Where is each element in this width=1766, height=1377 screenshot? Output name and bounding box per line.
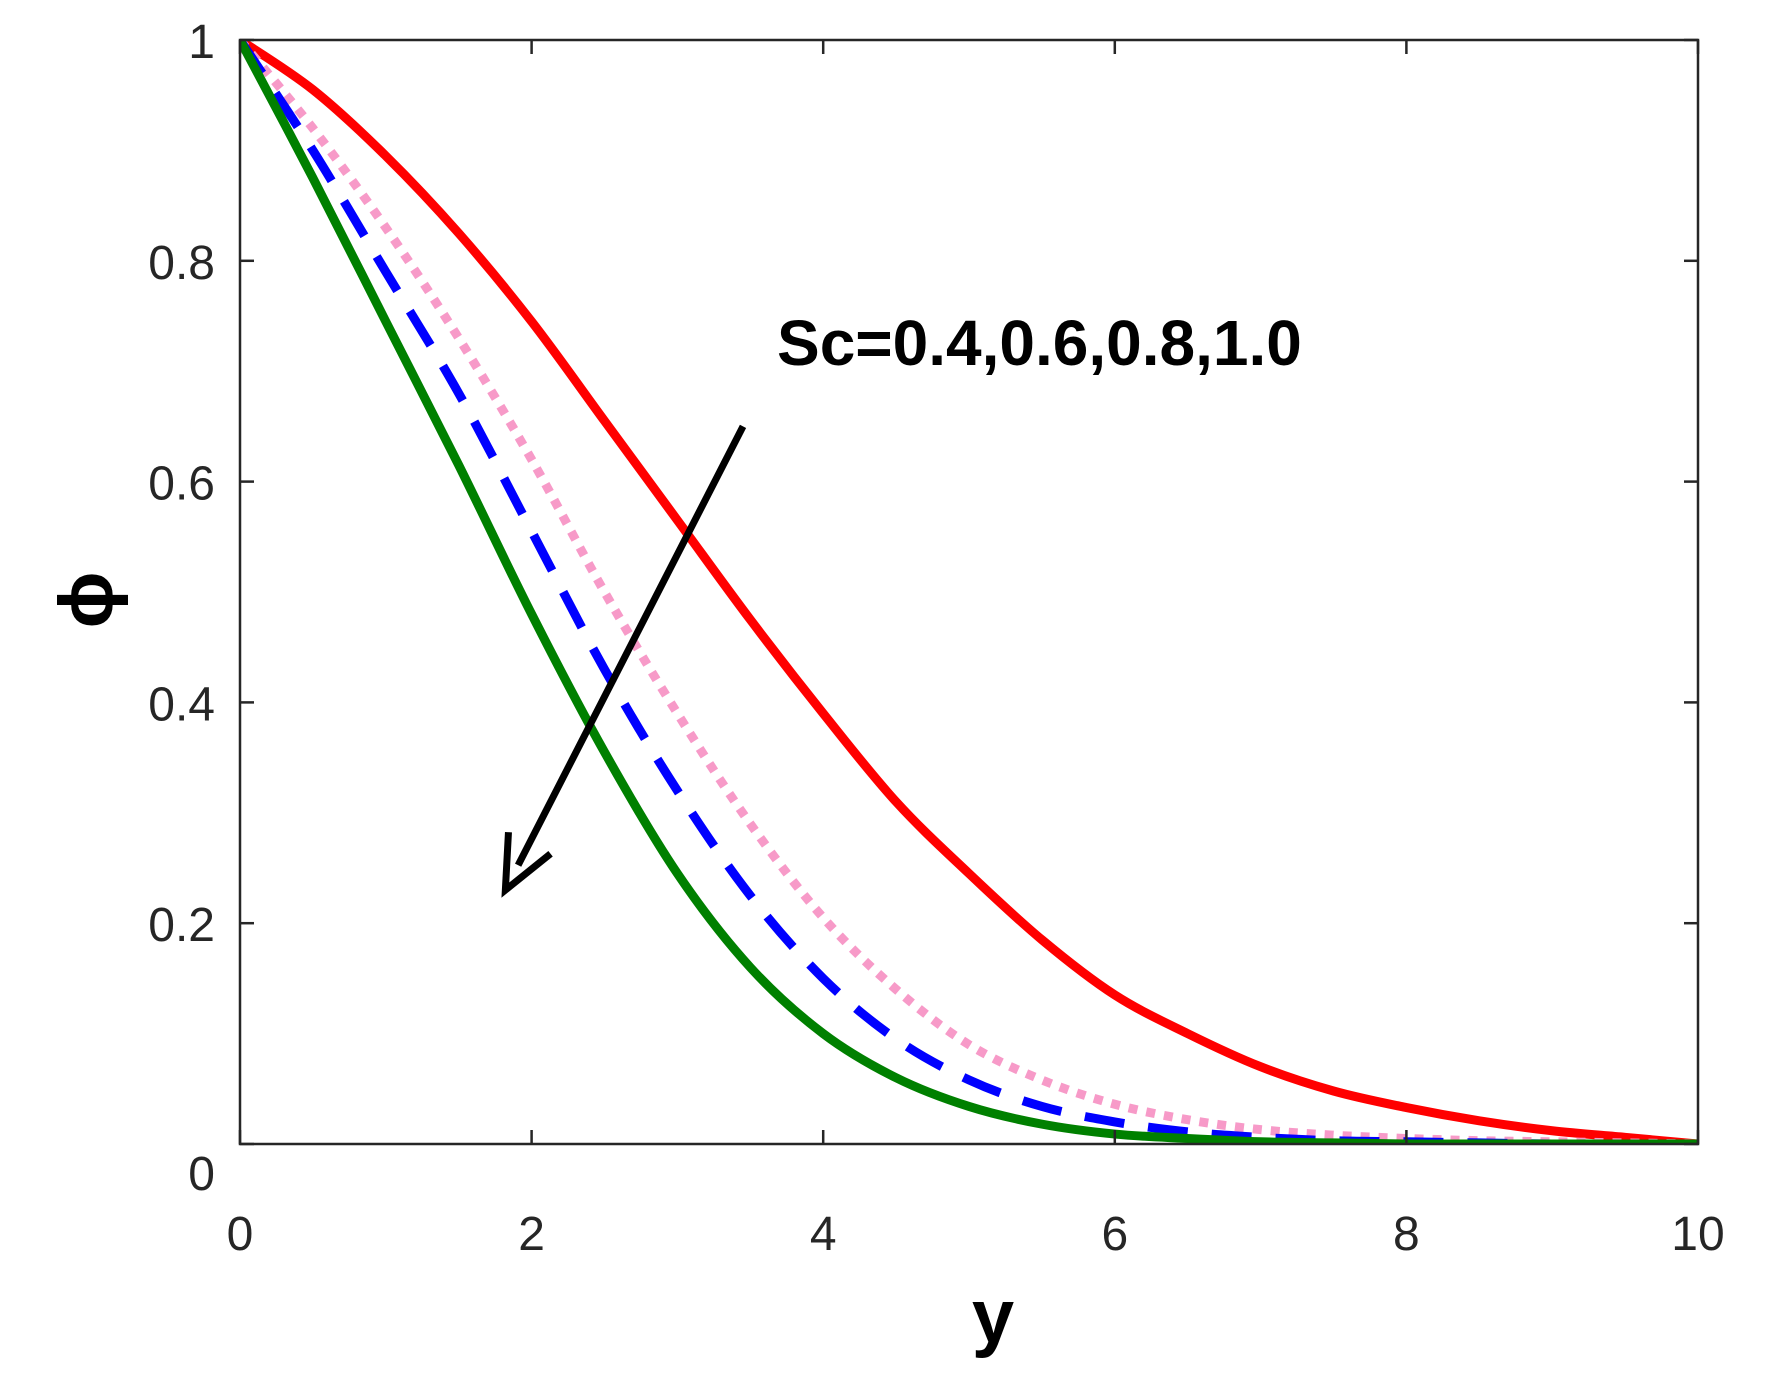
series-line-4 xyxy=(240,40,1698,1144)
plot-area-frame xyxy=(238,38,1700,1146)
x-axis-title: y xyxy=(972,1274,1014,1359)
x-tick-label: 6 xyxy=(1101,1208,1128,1261)
y-tick-label: 0.8 xyxy=(148,237,215,290)
plot-area-background xyxy=(240,40,1698,1144)
ticks-layer: 0 2 4 6 8 10 0 0.2 0.4 0.6 0.8 1 xyxy=(148,16,1724,1261)
x-tick-label: 8 xyxy=(1393,1208,1420,1261)
y-axis-title: ϕ xyxy=(44,572,129,629)
y-tick-label: 0.6 xyxy=(148,458,215,511)
x-tick-label: 4 xyxy=(810,1208,837,1261)
y-tick-label: 1 xyxy=(188,16,215,69)
series-line-1 xyxy=(240,40,1698,1144)
sc-annotation-label: Sc=0.4,0.6,0.8,1.0 xyxy=(777,307,1302,379)
x-tick-label: 2 xyxy=(518,1208,545,1261)
x-tick-label: 0 xyxy=(227,1208,254,1261)
y-tick-label: 0 xyxy=(188,1148,215,1201)
y-tick-label: 0.2 xyxy=(148,899,215,952)
x-tick-label: 10 xyxy=(1671,1208,1724,1261)
annotation-layer: Sc=0.4,0.6,0.8,1.0 xyxy=(501,307,1302,898)
y-tick-label: 0.4 xyxy=(148,678,215,731)
arrow-shaft xyxy=(515,424,747,867)
series-layer xyxy=(240,40,1698,1144)
arrow-head xyxy=(501,831,553,898)
